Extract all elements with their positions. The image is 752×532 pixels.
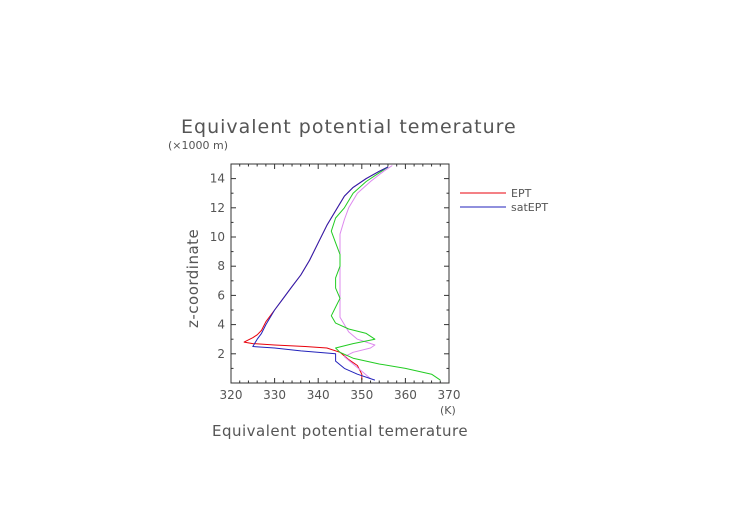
- ticks-layer: 320 330 340 350 360 370 2 4 6 8 10 12 14: [210, 164, 461, 402]
- y-tick-label: 8: [217, 259, 225, 273]
- y-tick-label: 4: [217, 318, 225, 332]
- x-tick-label: 360: [394, 388, 417, 402]
- plot-frame: [230, 163, 450, 384]
- y-unit-label: (×1000 m): [168, 139, 228, 152]
- series-line-4: [252, 166, 389, 381]
- x-tick-label: 330: [263, 388, 286, 402]
- x-axis-label: Equivalent potential temerature: [212, 422, 468, 440]
- legend-label-2: satEPT: [511, 201, 548, 214]
- y-tick-label: 10: [210, 230, 225, 244]
- y-tick-label: 2: [217, 347, 225, 361]
- x-unit-label: (K): [440, 404, 456, 417]
- y-tick-label: 6: [217, 288, 225, 302]
- chart-title: Equivalent potential temerature: [181, 116, 517, 138]
- x-tick-label: 350: [350, 388, 373, 402]
- x-tick-label: 340: [307, 388, 330, 402]
- x-tick-label: 370: [438, 388, 461, 402]
- y-axis-label: z-coordinate: [184, 229, 202, 328]
- x-tick-label: 320: [220, 388, 243, 402]
- series-layer: [243, 165, 441, 381]
- legend-label-1: EPT: [511, 187, 532, 200]
- y-tick-label: 12: [210, 201, 225, 215]
- series-line-2: [339, 165, 393, 379]
- series-line-3: [330, 166, 441, 381]
- y-tick-label: 14: [210, 172, 225, 186]
- series-line-1: [243, 166, 389, 381]
